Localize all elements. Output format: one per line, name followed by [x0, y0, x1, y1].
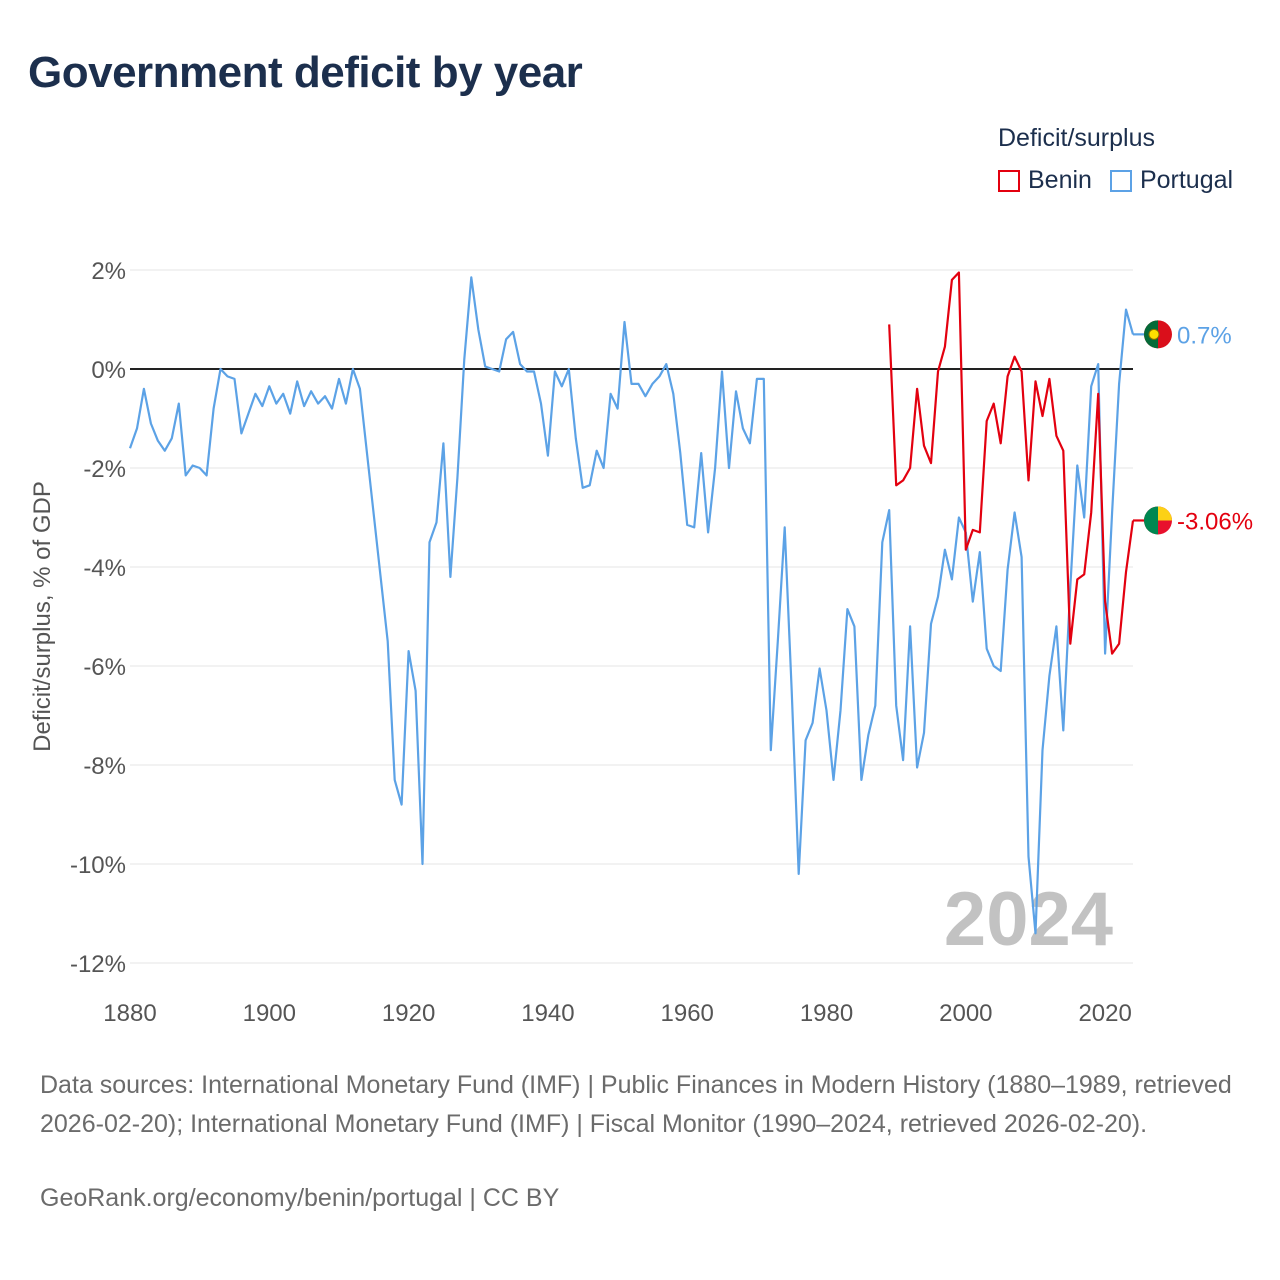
end-value-label-benin: -3.06% [1177, 508, 1253, 535]
flag-icon-benin-yellow [1158, 506, 1172, 521]
legend-label-portugal: Portugal [1139, 166, 1234, 194]
y-tick-label: -8% [83, 753, 126, 780]
legend-title: Deficit/surplus [998, 124, 1155, 152]
x-tick-label: 1980 [800, 1000, 853, 1027]
credit-link[interactable]: GeoRank.org/economy/benin/portugal | CC … [40, 1184, 560, 1212]
x-tick-label: 1900 [243, 1000, 296, 1027]
legend-item-portugal[interactable]: Portugal [1109, 166, 1234, 195]
legend-item-benin[interactable]: Benin [998, 166, 1092, 195]
end-value-label-portugal: 0.7% [1177, 322, 1232, 349]
y-tick-label: 0% [91, 357, 126, 384]
y-tick-label: -2% [83, 456, 126, 483]
legend: Benin Portugal [998, 166, 1233, 195]
x-tick-label: 2000 [939, 1000, 992, 1027]
x-tick-label: 2020 [1078, 1000, 1131, 1027]
flag-icon-portugal-emblem [1148, 328, 1160, 340]
y-tick-label: -12% [70, 951, 126, 978]
legend-label-benin: Benin [1028, 166, 1092, 194]
series-line-portugal [128, 276, 1135, 935]
line-chart: 2% 0% -2% -4% -6% -8% -10% -12% 1880 1900 1920 1940… [29, 258, 1253, 1027]
legend-swatch-portugal [1109, 169, 1132, 192]
x-tick-label: 1960 [661, 1000, 714, 1027]
source-note: Data sources: International Monetary Fun… [40, 1071, 1232, 1138]
year-watermark: 2024 [944, 877, 1113, 962]
x-tick-label: 1940 [521, 1000, 574, 1027]
y-axis-label: Deficit/surplus, % of GDP [29, 481, 56, 752]
y-tick-label: 2% [91, 258, 126, 285]
legend-swatch-benin [998, 169, 1020, 192]
x-tick-label: 1920 [382, 1000, 435, 1027]
chart-title: Government deficit by year [28, 48, 583, 97]
y-tick-label: -10% [70, 852, 126, 879]
y-tick-label: -6% [83, 654, 126, 681]
flag-icon-benin-green [1144, 506, 1158, 535]
y-tick-label: -4% [83, 555, 126, 582]
series-line-benin [888, 271, 1135, 655]
x-tick-label: 1880 [103, 1000, 156, 1027]
